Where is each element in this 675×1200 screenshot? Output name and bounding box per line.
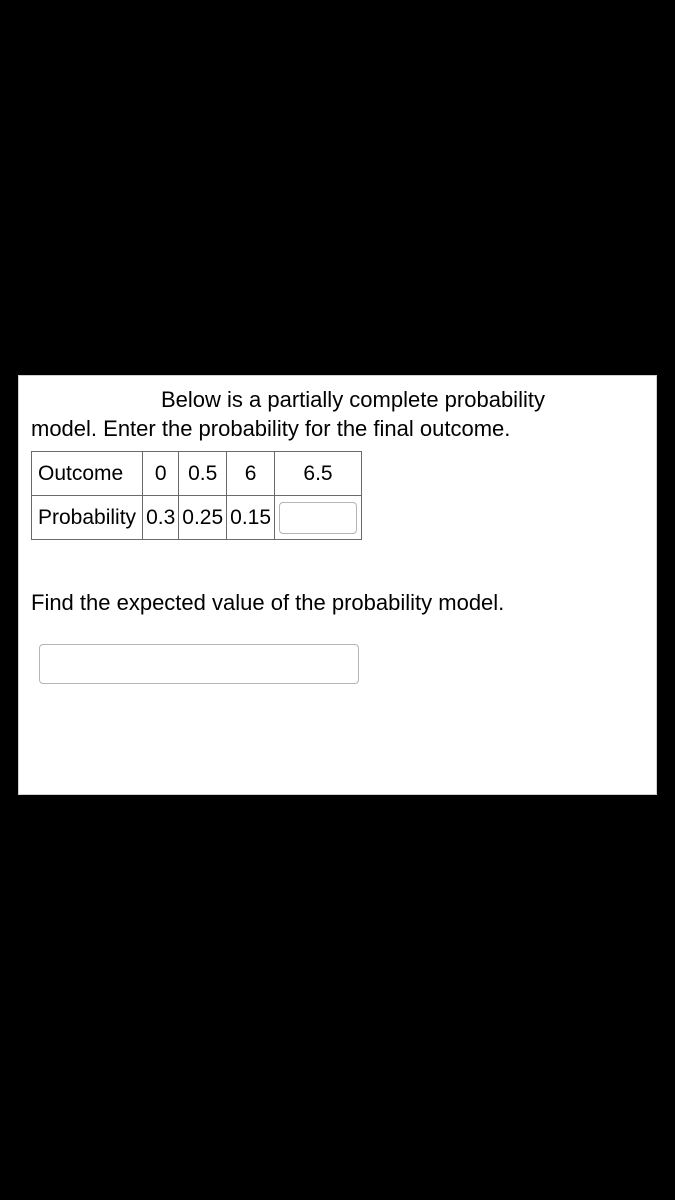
probability-input-cell <box>275 496 362 540</box>
probability-row-header: Probability <box>32 496 143 540</box>
outcome-cell: 6 <box>227 452 275 496</box>
probability-table: Outcome 0 0.5 6 6.5 Probability 0.3 0.25… <box>31 451 362 540</box>
outcome-cell: 6.5 <box>275 452 362 496</box>
table-row: Probability 0.3 0.25 0.15 <box>32 496 362 540</box>
probability-cell: 0.15 <box>227 496 275 540</box>
probability-cell: 0.3 <box>143 496 179 540</box>
table-row: Outcome 0 0.5 6 6.5 <box>32 452 362 496</box>
question-line-2: model. Enter the probability for the fin… <box>31 416 510 441</box>
expected-value-input[interactable] <box>39 644 359 684</box>
outcome-cell: 0 <box>143 452 179 496</box>
probability-cell: 0.25 <box>179 496 227 540</box>
outcome-row-header: Outcome <box>32 452 143 496</box>
question-line-1: Below is a partially complete probabilit… <box>31 387 545 412</box>
question-prompt: Below is a partially complete probabilit… <box>31 386 644 443</box>
outcome-cell: 0.5 <box>179 452 227 496</box>
followup-prompt: Find the expected value of the probabili… <box>31 590 644 616</box>
question-panel: Below is a partially complete probabilit… <box>18 375 657 795</box>
probability-input[interactable] <box>279 502 357 534</box>
